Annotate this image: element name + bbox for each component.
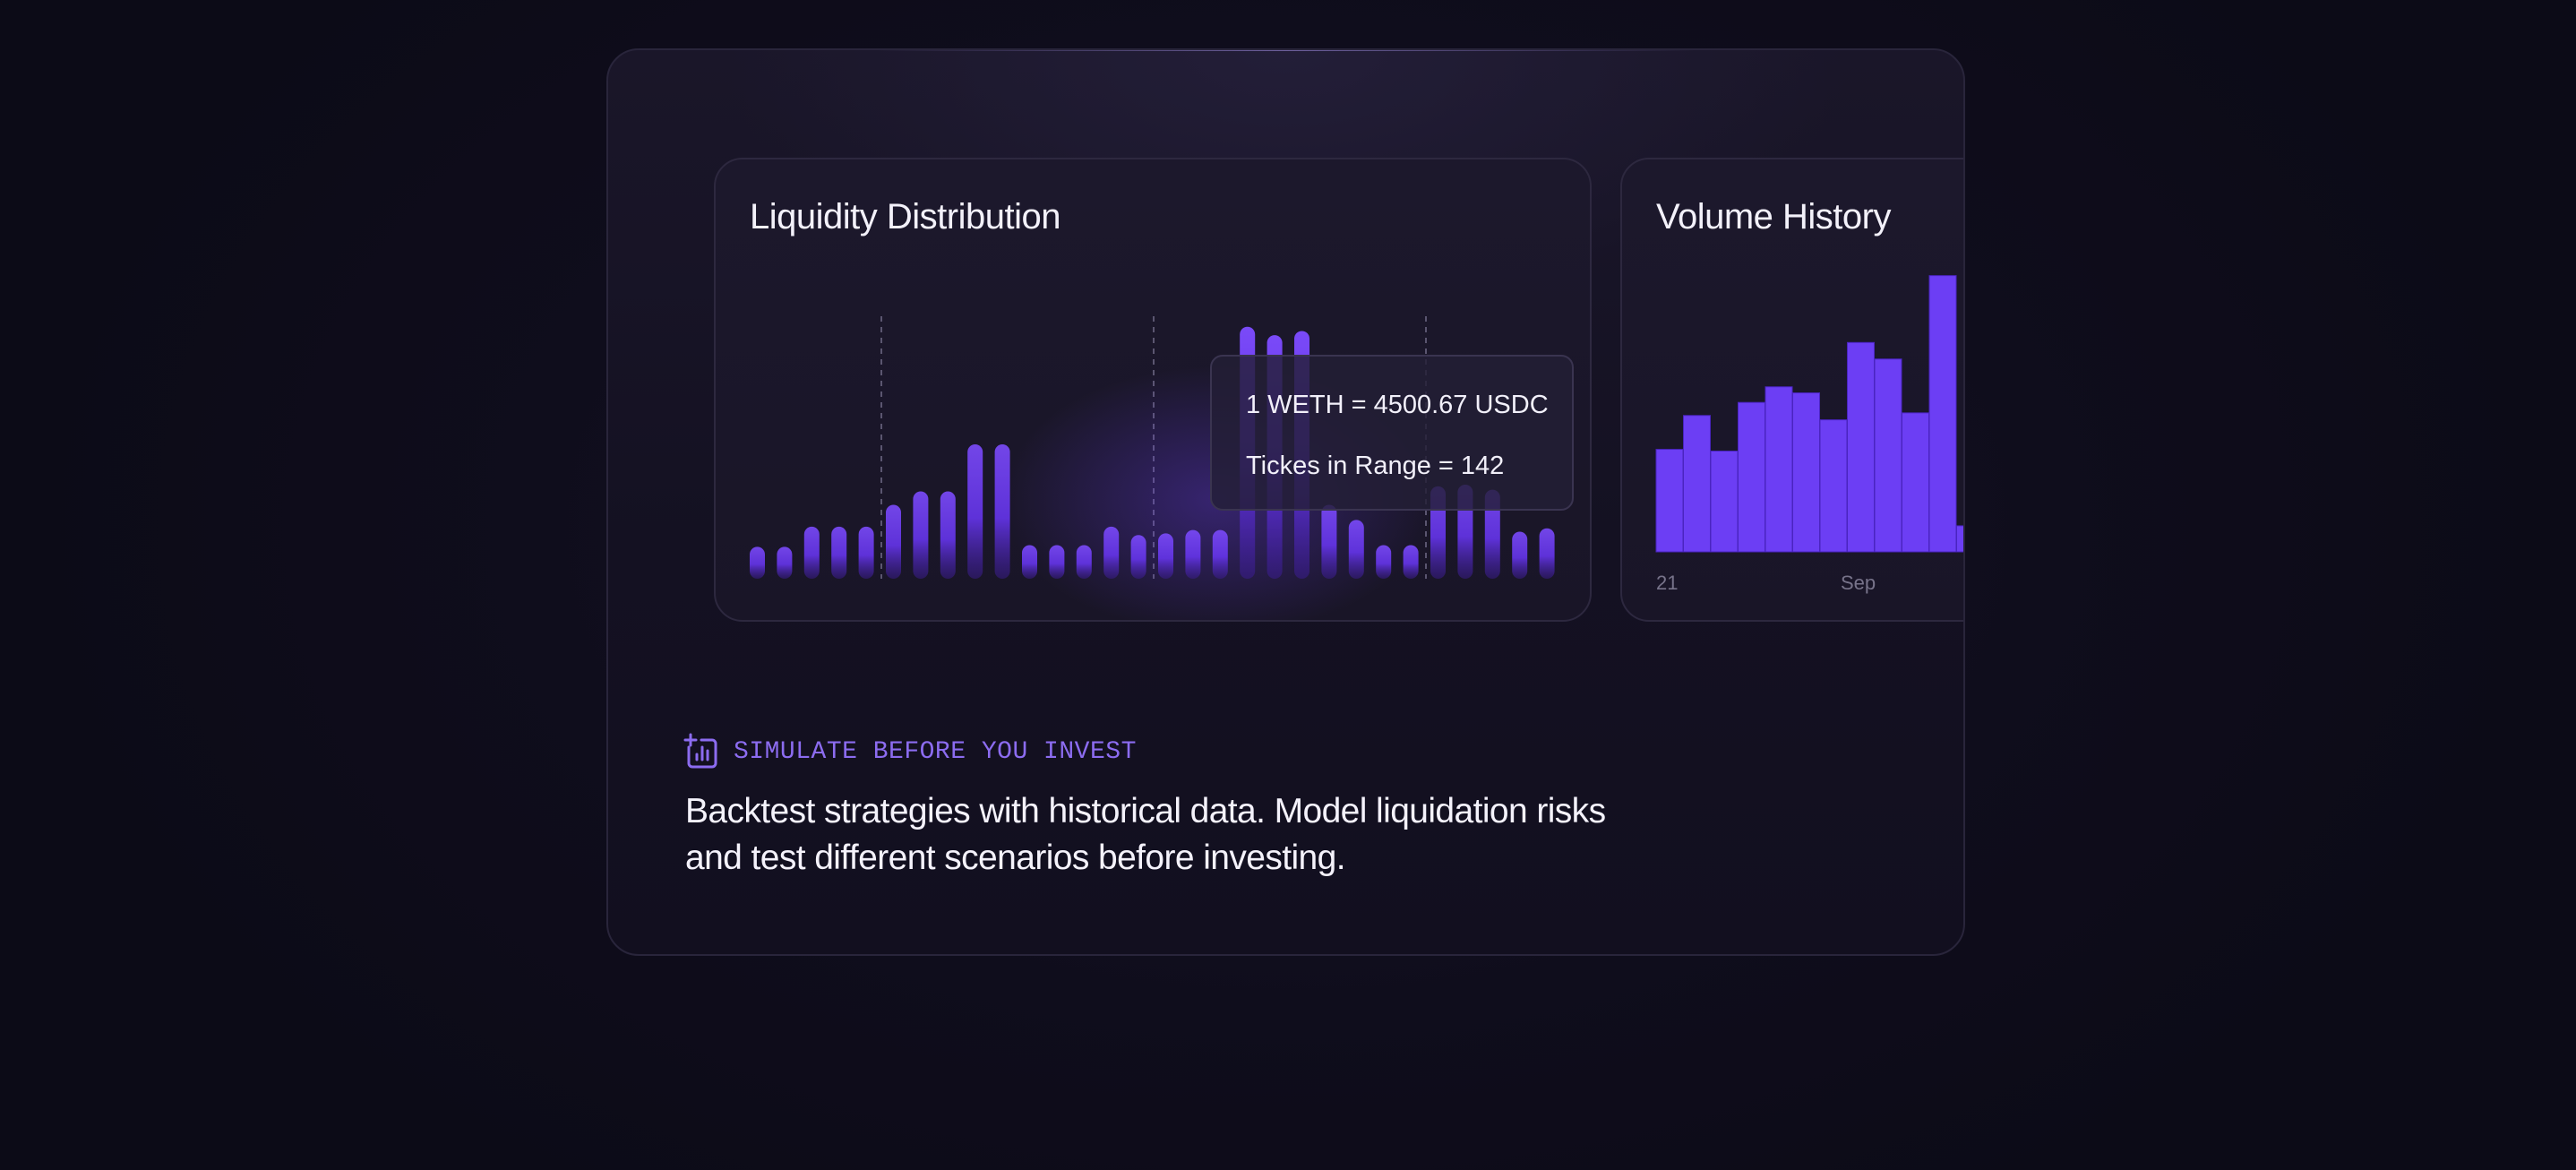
volume-bar[interactable]	[1819, 419, 1848, 553]
volume-bar[interactable]	[1874, 358, 1902, 553]
liquidity-bar[interactable]	[1376, 545, 1392, 580]
liquidity-distribution-panel: Liquidity Distribution	[714, 158, 1592, 622]
volume-bar[interactable]	[1928, 275, 1957, 553]
liquidity-bar[interactable]	[1403, 545, 1419, 580]
liquidity-bar[interactable]	[750, 546, 765, 579]
volume-x-tick: Sep	[1841, 572, 1876, 594]
volume-chart[interactable]	[1622, 159, 1965, 622]
liquidity-bar[interactable]	[858, 526, 874, 579]
feature-card: Liquidity Distribution	[606, 48, 1965, 956]
tooltip-price: 1 WETH = 4500.67 USDC	[1246, 391, 1549, 419]
volume-bar[interactable]	[1902, 412, 1929, 553]
liquidity-bar[interactable]	[1512, 531, 1528, 580]
volume-x-tick: 21	[1656, 572, 1679, 594]
tooltip-ticks-in-range: Tickes in Range = 142	[1246, 452, 1505, 480]
chart-plus-icon	[683, 733, 717, 769]
liquidity-bar[interactable]	[1130, 535, 1146, 579]
liquidity-bar[interactable]	[1103, 526, 1120, 579]
feature-tagline: SIMULATE BEFORE YOU INVEST	[683, 733, 1137, 770]
volume-bar[interactable]	[1765, 386, 1793, 553]
liquidity-bar[interactable]	[803, 526, 820, 579]
liquidity-bar[interactable]	[1158, 533, 1173, 579]
liquidity-bar[interactable]	[967, 444, 983, 579]
volume-bar[interactable]	[1683, 415, 1711, 553]
feature-description: Backtest strategies with historical data…	[685, 788, 1688, 882]
volume-chart-title: Volume History	[1656, 197, 1891, 237]
liquidity-bar[interactable]	[994, 444, 1010, 579]
description-line-2: and test different scenarios before inve…	[685, 839, 1346, 877]
liquidity-tooltip: 1 WETH = 4500.67 USDC Tickes in Range = …	[1210, 355, 1574, 511]
liquidity-bar[interactable]	[1076, 545, 1092, 580]
liquidity-bar[interactable]	[1321, 504, 1337, 580]
liquidity-bar[interactable]	[913, 491, 929, 580]
liquidity-bar[interactable]	[831, 526, 847, 579]
volume-bar[interactable]	[1738, 401, 1765, 553]
liquidity-bar[interactable]	[1212, 529, 1228, 579]
liquidity-bar[interactable]	[1348, 520, 1364, 579]
tagline-text: SIMULATE BEFORE YOU INVEST	[734, 737, 1137, 766]
volume-bar[interactable]	[1847, 341, 1875, 553]
liquidity-bar[interactable]	[1185, 529, 1201, 579]
liquidity-chart-title: Liquidity Distribution	[750, 197, 1060, 237]
volume-history-panel: Volume History 21 Sep	[1620, 158, 1965, 622]
volume-bars	[1655, 275, 1966, 553]
liquidity-bar[interactable]	[777, 546, 793, 579]
volume-bar[interactable]	[1655, 449, 1684, 553]
liquidity-bar[interactable]	[1484, 489, 1500, 579]
liquidity-bar[interactable]	[1022, 545, 1037, 580]
volume-bar[interactable]	[1956, 525, 1966, 553]
liquidity-bar[interactable]	[1049, 545, 1065, 580]
liquidity-bar[interactable]	[1539, 528, 1555, 579]
description-line-1: Backtest strategies with historical data…	[685, 792, 1606, 830]
volume-bar[interactable]	[1710, 451, 1739, 553]
liquidity-bar[interactable]	[940, 491, 956, 580]
volume-bar[interactable]	[1792, 392, 1820, 553]
liquidity-bar[interactable]	[886, 504, 901, 580]
